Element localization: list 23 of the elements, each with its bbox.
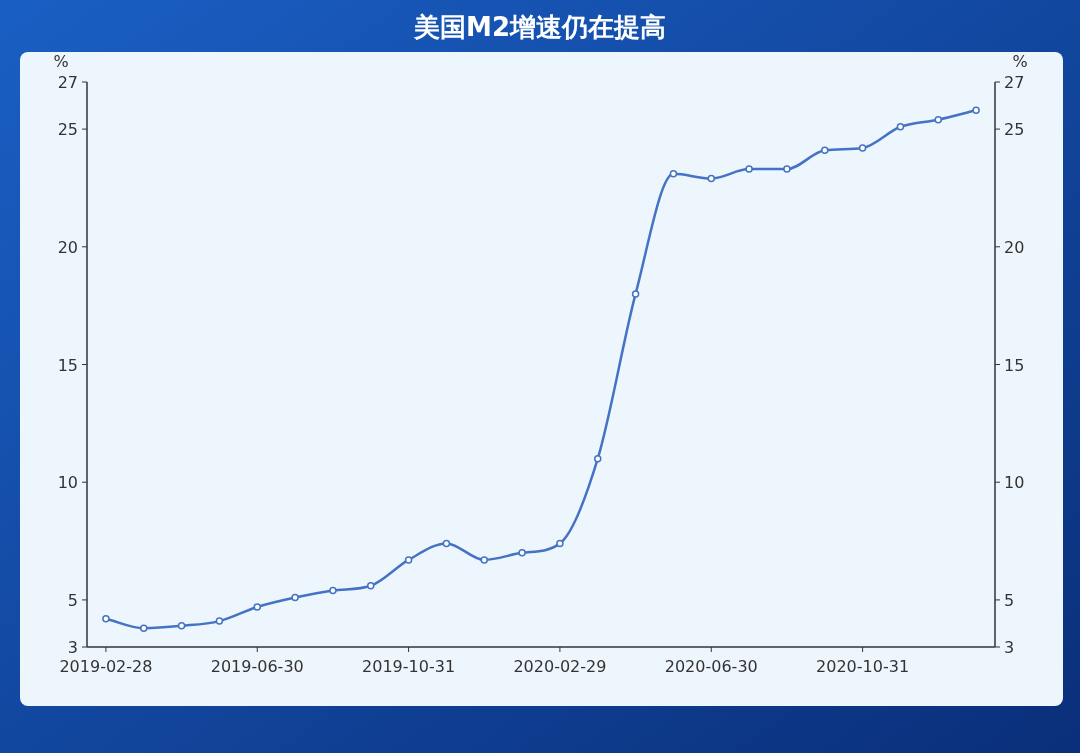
x-tick-label: 2019-02-28 [59,657,153,676]
y2-tick-label: 3 [1004,638,1015,657]
y2-tick-label: 27 [1004,73,1025,92]
y-tick-label: 10 [57,473,78,493]
y2-tick-label: 25 [1004,120,1025,140]
x-tick-label: 2020-10-31 [816,657,910,676]
x-tick-label: 2019-06-30 [210,657,304,676]
y2-tick-label: 15 [1004,355,1025,375]
y2-tick-label: 10 [1004,473,1025,493]
x-tick-label: 2020-02-29 [513,657,607,676]
y-tick-label: 20 [57,237,78,257]
y-tick-label: 5 [67,590,78,610]
y2-tick-label: 20 [1004,237,1025,257]
y2-axis-title: % [1012,52,1028,71]
x-tick-label: 2020-06-30 [664,657,758,676]
y-tick-label: 3 [67,638,78,657]
y-tick-label: 15 [57,355,78,375]
y-axis-title: % [53,52,69,71]
y2-tick-label: 5 [1004,590,1015,610]
y-tick-label: 27 [57,73,78,92]
x-tick-label: 2019-10-31 [362,657,456,676]
chart-title: 美国M2增速仍在提高 [413,12,666,42]
y-tick-label: 25 [57,120,78,140]
